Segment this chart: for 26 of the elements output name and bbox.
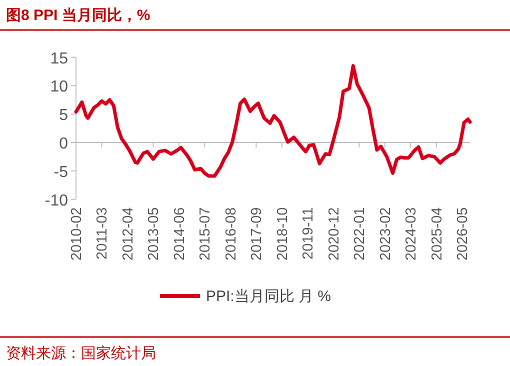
x-tick-label: 2026-05 (455, 207, 472, 261)
y-tick-label: 5 (59, 107, 68, 124)
x-tick-label: 2012-04 (120, 207, 136, 261)
chart-title: 图8 PPI 当月同比，% (6, 7, 150, 24)
x-tick-label: 2025-04 (429, 207, 446, 261)
x-tick-label: 2015-07 (198, 207, 214, 261)
y-tick-label: -10 (44, 192, 68, 210)
x-tick-label: 2022-01 (352, 207, 368, 261)
x-tick-label: 2019-11 (300, 207, 317, 260)
y-tick-label: -5 (54, 164, 68, 181)
x-tick-label: 2017-09 (249, 207, 266, 261)
text: 资料来源：国家统计局 (6, 345, 156, 362)
y-tick-label: 15 (50, 50, 68, 68)
y-tick-label: 10 (50, 78, 68, 96)
x-tick-label: 2013-05 (146, 207, 162, 261)
line-series (74, 64, 472, 178)
x-tick-label: 2024-03 (404, 207, 420, 261)
legend-label: PPI:当月同比 月 % (206, 288, 332, 305)
x-tick-label: 2010-02 (69, 207, 85, 261)
x-tick-label: 2014-06 (172, 207, 188, 261)
y-tick-label: 0 (59, 136, 68, 152)
x-tick-label: 2011-03 (94, 207, 111, 260)
x-tick-label: 2023-02 (378, 207, 394, 261)
x-tick-label: 2020-12 (326, 207, 342, 261)
x-tick-label: 2018-10 (274, 207, 291, 261)
x-tick-label: 2016-08 (223, 207, 240, 261)
